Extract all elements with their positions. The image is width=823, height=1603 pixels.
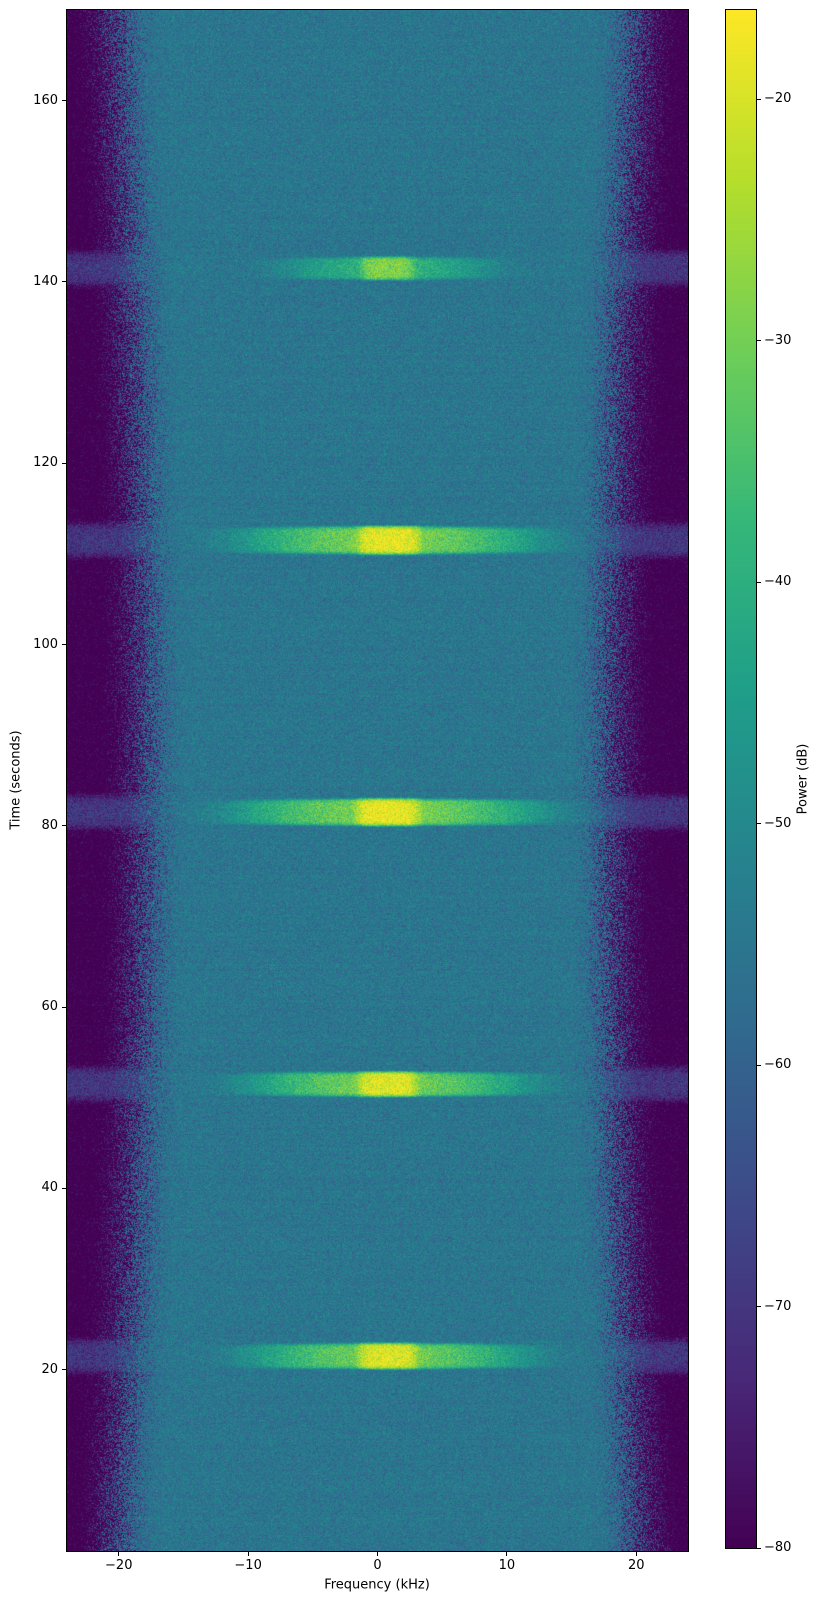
y-tick-label: 160 xyxy=(33,92,58,108)
x-tick-mark xyxy=(118,1551,120,1556)
x-tick-mark xyxy=(635,1551,637,1556)
x-tick-mark xyxy=(247,1551,249,1556)
y-tick-mark xyxy=(62,281,67,283)
x-axis-label: Frequency (kHz) xyxy=(324,1577,430,1593)
x-tick-label: −10 xyxy=(234,1558,262,1573)
colorbar-tick-mark xyxy=(756,1547,761,1549)
x-tick-mark xyxy=(506,1551,508,1556)
y-tick-mark xyxy=(62,1187,67,1189)
x-tick-label: −20 xyxy=(105,1558,133,1573)
colorbar-tick-label: −30 xyxy=(764,332,792,348)
colorbar-tick-mark xyxy=(756,823,761,825)
y-tick-label: 100 xyxy=(33,636,58,652)
colorbar xyxy=(725,9,757,1549)
spectrogram-canvas xyxy=(67,10,688,1551)
y-tick-label: 60 xyxy=(41,999,58,1015)
colorbar-tick-label: −80 xyxy=(764,1540,792,1555)
plot-area xyxy=(66,9,689,1552)
colorbar-tick-label: −50 xyxy=(764,815,792,831)
x-tick-label: 0 xyxy=(373,1558,382,1573)
x-tick-mark xyxy=(377,1551,378,1556)
y-tick-mark xyxy=(62,100,67,102)
colorbar-tick-label: −40 xyxy=(764,574,792,590)
y-tick-label: 80 xyxy=(41,817,58,833)
y-tick-mark xyxy=(62,462,67,464)
colorbar-tick-label: −60 xyxy=(764,1057,792,1073)
y-tick-label: 120 xyxy=(33,455,58,471)
colorbar-label: Power (dB) xyxy=(795,743,811,815)
y-tick-label: 20 xyxy=(41,1361,58,1377)
colorbar-tick-label: −70 xyxy=(764,1298,792,1314)
colorbar-tick-mark xyxy=(756,98,761,100)
y-tick-mark xyxy=(62,1006,67,1008)
y-tick-label: 140 xyxy=(33,273,58,289)
y-tick-mark xyxy=(62,825,67,827)
colorbar-tick-mark xyxy=(756,340,761,342)
y-tick-mark xyxy=(62,1369,67,1371)
y-tick-label: 40 xyxy=(41,1180,58,1196)
x-tick-label: 20 xyxy=(627,1558,645,1573)
y-axis-label: Time (seconds) xyxy=(8,730,24,830)
colorbar-tick-mark xyxy=(756,581,761,583)
y-tick-mark xyxy=(62,644,67,646)
colorbar-tick-label: −20 xyxy=(764,91,792,107)
colorbar-gradient xyxy=(726,10,756,1548)
colorbar-tick-mark xyxy=(756,1306,761,1308)
colorbar-tick-mark xyxy=(756,1064,761,1066)
x-tick-label: 10 xyxy=(498,1558,516,1573)
